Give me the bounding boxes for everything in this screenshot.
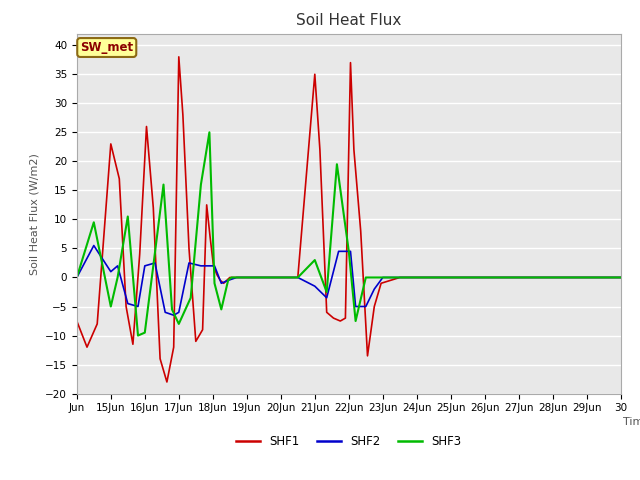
- SHF2: [114, 263, 122, 269]
- SHF3: [294, 275, 301, 280]
- SHF1: [115, 176, 123, 181]
- SHF3: [617, 275, 625, 280]
- SHF2: [617, 275, 625, 280]
- SHF1: [210, 263, 218, 269]
- SHF1: [175, 54, 182, 60]
- SHF1: [316, 147, 324, 153]
- SHF3: [224, 277, 232, 283]
- SHF3: [73, 275, 81, 280]
- SHF2: [141, 263, 148, 269]
- SHF1: [73, 318, 81, 324]
- SHF2: [185, 260, 193, 266]
- SHF2: [218, 280, 225, 286]
- SHF3: [197, 182, 205, 188]
- SHF2: [204, 263, 212, 269]
- SHF3: [345, 249, 353, 254]
- SHF3: [311, 257, 319, 263]
- SHF3: [228, 275, 236, 280]
- SHF3: [218, 307, 225, 312]
- SHF2: [233, 275, 241, 280]
- SHF2: [413, 275, 420, 280]
- SHF2: [352, 304, 360, 310]
- SHF2: [447, 275, 454, 280]
- SHF2: [73, 275, 81, 280]
- SHF2: [224, 277, 232, 283]
- SHF3: [159, 182, 167, 188]
- SHF3: [236, 275, 244, 280]
- SHF1: [617, 275, 625, 280]
- SHF3: [362, 275, 370, 280]
- X-axis label: Time: Time: [623, 417, 640, 427]
- SHF2: [151, 260, 159, 266]
- SHF2: [311, 283, 319, 289]
- SHF3: [205, 130, 213, 135]
- SHF3: [168, 307, 176, 312]
- SHF3: [333, 161, 340, 167]
- SHF2: [335, 249, 342, 254]
- SHF3: [187, 295, 195, 300]
- SHF3: [376, 275, 383, 280]
- SHF1: [163, 379, 171, 385]
- SHF3: [243, 275, 251, 280]
- SHF3: [413, 275, 420, 280]
- SHF2: [197, 263, 205, 269]
- Line: SHF3: SHF3: [77, 132, 621, 336]
- SHF3: [323, 289, 330, 295]
- SHF2: [347, 249, 355, 254]
- SHF3: [141, 330, 148, 336]
- SHF3: [134, 333, 142, 338]
- Title: Soil Heat Flux: Soil Heat Flux: [296, 13, 401, 28]
- SHF2: [243, 275, 251, 280]
- SHF2: [90, 243, 98, 249]
- SHF2: [362, 304, 370, 310]
- SHF3: [124, 214, 132, 219]
- SHF3: [114, 275, 122, 280]
- SHF3: [211, 280, 218, 286]
- SHF2: [107, 269, 115, 275]
- SHF3: [90, 219, 98, 225]
- SHF3: [260, 275, 268, 280]
- SHF2: [170, 312, 177, 318]
- SHF3: [107, 304, 115, 310]
- SHF2: [134, 304, 142, 310]
- SHF3: [352, 318, 360, 324]
- Text: SW_met: SW_met: [80, 41, 133, 54]
- SHF2: [124, 300, 132, 306]
- SHF3: [447, 275, 454, 280]
- SHF3: [369, 275, 376, 280]
- SHF3: [175, 321, 182, 327]
- SHF2: [277, 275, 285, 280]
- SHF2: [379, 275, 387, 280]
- Line: SHF2: SHF2: [77, 246, 621, 315]
- SHF3: [150, 263, 157, 269]
- SHF1: [260, 275, 268, 280]
- SHF2: [294, 275, 301, 280]
- SHF2: [371, 286, 378, 292]
- Y-axis label: Soil Heat Flux (W/m2): Soil Heat Flux (W/m2): [29, 153, 40, 275]
- Line: SHF1: SHF1: [77, 57, 621, 382]
- SHF1: [239, 275, 247, 280]
- SHF3: [379, 275, 387, 280]
- SHF2: [323, 295, 330, 300]
- SHF2: [175, 310, 182, 315]
- SHF2: [211, 263, 218, 269]
- SHF1: [330, 315, 337, 321]
- SHF3: [277, 275, 285, 280]
- SHF2: [260, 275, 268, 280]
- SHF2: [161, 310, 169, 315]
- Legend: SHF1, SHF2, SHF3: SHF1, SHF2, SHF3: [232, 430, 466, 453]
